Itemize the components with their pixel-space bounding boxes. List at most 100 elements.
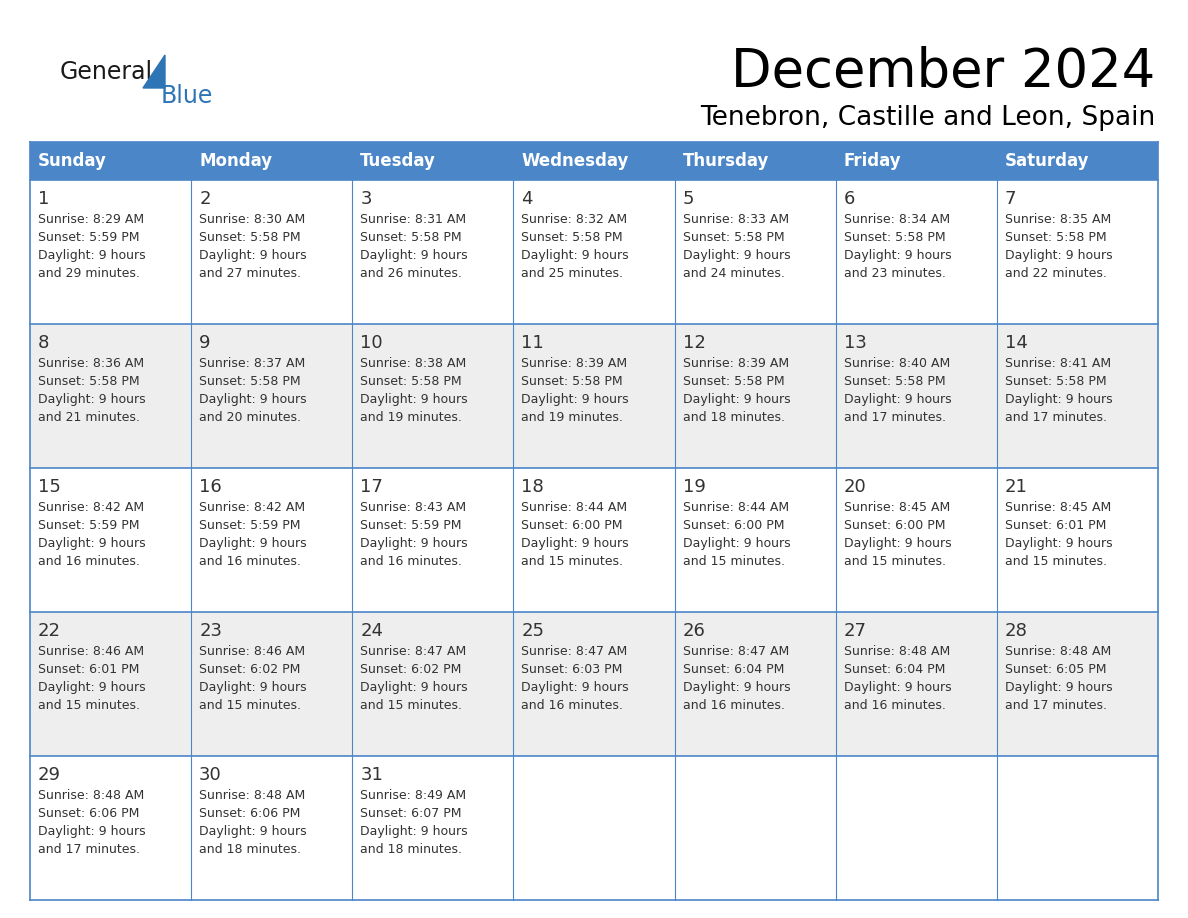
Text: Sunrise: 8:45 AM: Sunrise: 8:45 AM [1005, 501, 1111, 514]
Text: Sunrise: 8:40 AM: Sunrise: 8:40 AM [843, 357, 950, 370]
Text: 5: 5 [683, 190, 694, 208]
Bar [30, 142, 1158, 180]
Text: Sunset: 5:58 PM: Sunset: 5:58 PM [522, 375, 623, 388]
Text: December 2024: December 2024 [731, 46, 1155, 98]
Text: and 16 minutes.: and 16 minutes. [38, 555, 140, 568]
Text: Sunrise: 8:47 AM: Sunrise: 8:47 AM [683, 645, 789, 658]
Text: Sunrise: 8:41 AM: Sunrise: 8:41 AM [1005, 357, 1111, 370]
Text: Sunset: 6:00 PM: Sunset: 6:00 PM [522, 519, 623, 532]
Text: and 15 minutes.: and 15 minutes. [683, 555, 784, 568]
Text: 4: 4 [522, 190, 533, 208]
Text: General: General [61, 60, 153, 84]
Text: Sunrise: 8:47 AM: Sunrise: 8:47 AM [360, 645, 467, 658]
Text: 19: 19 [683, 478, 706, 496]
Text: Sunset: 5:59 PM: Sunset: 5:59 PM [38, 231, 139, 244]
Text: and 26 minutes.: and 26 minutes. [360, 267, 462, 280]
Text: and 29 minutes.: and 29 minutes. [38, 267, 140, 280]
Text: Sunrise: 8:46 AM: Sunrise: 8:46 AM [200, 645, 305, 658]
Text: 28: 28 [1005, 622, 1028, 640]
Text: Sunset: 5:58 PM: Sunset: 5:58 PM [1005, 231, 1106, 244]
Text: and 15 minutes.: and 15 minutes. [522, 555, 624, 568]
Text: Sunrise: 8:38 AM: Sunrise: 8:38 AM [360, 357, 467, 370]
Text: Sunset: 6:00 PM: Sunset: 6:00 PM [843, 519, 946, 532]
Text: Sunrise: 8:45 AM: Sunrise: 8:45 AM [843, 501, 950, 514]
Text: Sunset: 5:58 PM: Sunset: 5:58 PM [200, 231, 301, 244]
Text: Sunset: 5:58 PM: Sunset: 5:58 PM [360, 375, 462, 388]
Text: Friday: Friday [843, 152, 902, 170]
Text: Sunset: 5:58 PM: Sunset: 5:58 PM [360, 231, 462, 244]
Text: Daylight: 9 hours: Daylight: 9 hours [200, 393, 307, 406]
Text: Tuesday: Tuesday [360, 152, 436, 170]
Text: and 16 minutes.: and 16 minutes. [360, 555, 462, 568]
Bar [30, 756, 1158, 900]
Text: Sunrise: 8:39 AM: Sunrise: 8:39 AM [522, 357, 627, 370]
Text: 6: 6 [843, 190, 855, 208]
Text: 10: 10 [360, 334, 383, 352]
Polygon shape [143, 55, 165, 88]
Text: Sunset: 6:02 PM: Sunset: 6:02 PM [200, 663, 301, 676]
Text: Sunrise: 8:36 AM: Sunrise: 8:36 AM [38, 357, 144, 370]
Text: Sunset: 5:59 PM: Sunset: 5:59 PM [360, 519, 462, 532]
Text: 26: 26 [683, 622, 706, 640]
Text: Saturday: Saturday [1005, 152, 1089, 170]
Text: and 21 minutes.: and 21 minutes. [38, 411, 140, 424]
Text: Sunset: 5:58 PM: Sunset: 5:58 PM [843, 375, 946, 388]
Text: Daylight: 9 hours: Daylight: 9 hours [200, 681, 307, 694]
Bar [30, 468, 1158, 612]
Text: and 15 minutes.: and 15 minutes. [1005, 555, 1107, 568]
Bar [30, 324, 1158, 468]
Text: 12: 12 [683, 334, 706, 352]
Text: Daylight: 9 hours: Daylight: 9 hours [1005, 249, 1112, 262]
Text: 8: 8 [38, 334, 50, 352]
Text: 7: 7 [1005, 190, 1017, 208]
Text: 3: 3 [360, 190, 372, 208]
Text: Sunset: 6:06 PM: Sunset: 6:06 PM [38, 807, 139, 820]
Text: 20: 20 [843, 478, 866, 496]
Text: 29: 29 [38, 766, 61, 784]
Text: 13: 13 [843, 334, 866, 352]
Text: Sunset: 5:58 PM: Sunset: 5:58 PM [522, 231, 623, 244]
Text: Sunrise: 8:43 AM: Sunrise: 8:43 AM [360, 501, 467, 514]
Text: Sunrise: 8:31 AM: Sunrise: 8:31 AM [360, 213, 467, 226]
Text: and 18 minutes.: and 18 minutes. [683, 411, 784, 424]
Text: Tenebron, Castille and Leon, Spain: Tenebron, Castille and Leon, Spain [700, 105, 1155, 131]
Text: Sunrise: 8:29 AM: Sunrise: 8:29 AM [38, 213, 144, 226]
Text: Thursday: Thursday [683, 152, 769, 170]
Text: Sunset: 5:58 PM: Sunset: 5:58 PM [38, 375, 140, 388]
Text: and 16 minutes.: and 16 minutes. [200, 555, 301, 568]
Text: Sunset: 6:01 PM: Sunset: 6:01 PM [38, 663, 139, 676]
Text: Daylight: 9 hours: Daylight: 9 hours [522, 537, 630, 550]
Text: 25: 25 [522, 622, 544, 640]
Text: 18: 18 [522, 478, 544, 496]
Text: and 17 minutes.: and 17 minutes. [1005, 411, 1107, 424]
Text: Sunset: 5:58 PM: Sunset: 5:58 PM [200, 375, 301, 388]
Text: Daylight: 9 hours: Daylight: 9 hours [1005, 393, 1112, 406]
Text: 23: 23 [200, 622, 222, 640]
Text: Sunset: 6:03 PM: Sunset: 6:03 PM [522, 663, 623, 676]
Text: Monday: Monday [200, 152, 272, 170]
Text: and 15 minutes.: and 15 minutes. [38, 699, 140, 712]
Text: Sunrise: 8:39 AM: Sunrise: 8:39 AM [683, 357, 789, 370]
Text: Daylight: 9 hours: Daylight: 9 hours [38, 681, 146, 694]
Text: 9: 9 [200, 334, 210, 352]
Text: 17: 17 [360, 478, 384, 496]
Text: and 16 minutes.: and 16 minutes. [522, 699, 624, 712]
Text: and 17 minutes.: and 17 minutes. [38, 843, 140, 856]
Text: Sunset: 6:04 PM: Sunset: 6:04 PM [843, 663, 946, 676]
Text: Sunset: 6:06 PM: Sunset: 6:06 PM [200, 807, 301, 820]
Text: Blue: Blue [162, 84, 214, 108]
Text: Daylight: 9 hours: Daylight: 9 hours [683, 249, 790, 262]
Text: and 15 minutes.: and 15 minutes. [200, 699, 301, 712]
Text: Daylight: 9 hours: Daylight: 9 hours [1005, 537, 1112, 550]
Text: 2: 2 [200, 190, 210, 208]
Text: and 22 minutes.: and 22 minutes. [1005, 267, 1107, 280]
Text: Daylight: 9 hours: Daylight: 9 hours [38, 393, 146, 406]
Text: 1: 1 [38, 190, 50, 208]
Bar [30, 180, 1158, 324]
Text: and 24 minutes.: and 24 minutes. [683, 267, 784, 280]
Text: 31: 31 [360, 766, 384, 784]
Text: 11: 11 [522, 334, 544, 352]
Text: Sunset: 6:01 PM: Sunset: 6:01 PM [1005, 519, 1106, 532]
Text: Sunset: 6:00 PM: Sunset: 6:00 PM [683, 519, 784, 532]
Text: Daylight: 9 hours: Daylight: 9 hours [843, 681, 952, 694]
